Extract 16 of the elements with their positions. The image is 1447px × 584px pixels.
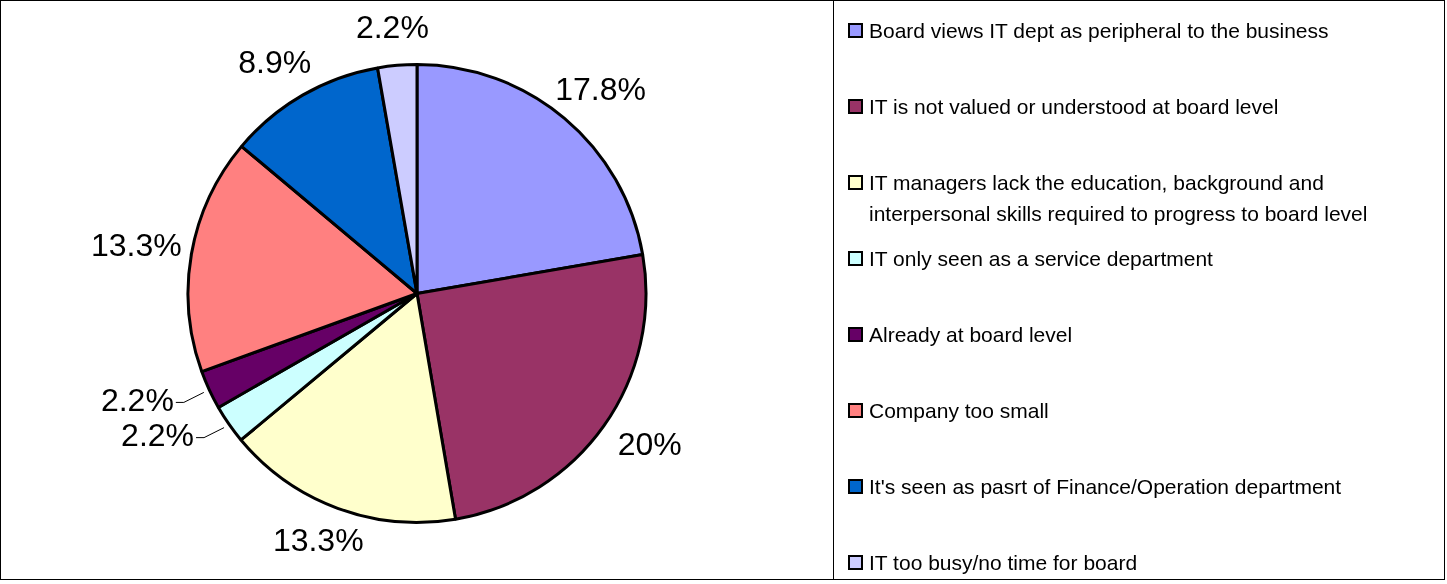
legend-label: IT managers lack the education, background and interpersonal skills required to progress to board level	[869, 170, 1369, 227]
data-label: 13.3%	[90, 227, 182, 264]
data-label: 17.8%	[555, 70, 646, 107]
data-label: 20%	[617, 426, 682, 463]
legend-label: IT only seen as a service department	[869, 246, 1213, 272]
data-label: 2.2%	[121, 417, 195, 454]
legend-label: Company too small	[869, 398, 1049, 424]
data-label: 2.2%	[100, 382, 174, 419]
legend-label: It's seen as pasrt of Finance/Operation department	[869, 474, 1342, 500]
legend-label: Already at board level	[869, 322, 1073, 348]
legend-label: IT is not valued or understood at board level	[869, 94, 1279, 120]
data-label: 13.3%	[272, 521, 364, 558]
data-label: 2.2%	[355, 9, 429, 46]
legend-label: IT too busy/no time for board	[869, 550, 1138, 576]
data-label: 8.9%	[238, 43, 312, 80]
legend-label: Board views IT dept as peripheral to the business	[869, 18, 1329, 44]
